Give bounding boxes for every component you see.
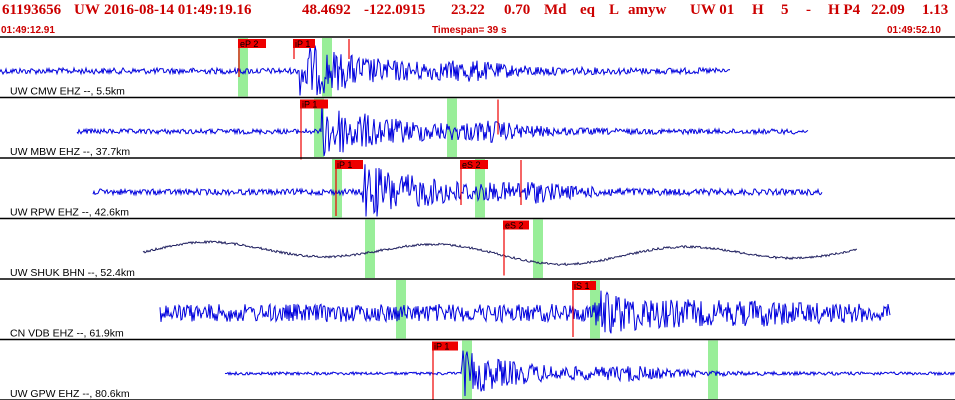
- phase-pick-label: iP 1: [295, 39, 310, 49]
- phase-pick[interactable]: iP 1: [335, 160, 363, 216]
- trace-row[interactable]: iP 1 eS 2 UW RPW EHZ --, 42.6km: [10, 159, 823, 219]
- event-id: 61193656: [2, 2, 62, 18]
- station-label: UW GPW EHZ --, 80.6km: [10, 388, 130, 400]
- station-label: UW MBW EHZ --, 37.7km: [10, 146, 130, 158]
- location-flag: L: [609, 2, 620, 18]
- waveform-trace: [224, 350, 955, 397]
- phase-window: [462, 340, 472, 399]
- waveform-trace: [76, 101, 809, 157]
- event-type: eq: [580, 2, 595, 18]
- event-magnitude: 0.70: [504, 2, 531, 18]
- phase-pick-label: eS 2: [505, 221, 524, 231]
- phase-pick-label: iP 1: [302, 100, 317, 110]
- event-author: amyw: [628, 2, 667, 18]
- num-phases: 5: [781, 2, 789, 18]
- event-gap: 22.09: [871, 2, 905, 18]
- waveform-trace: [159, 290, 891, 334]
- start-time: 01:49:12.91: [1, 25, 55, 36]
- station-label: UW SHUK BHN --, 52.4km: [10, 267, 135, 279]
- end-time: 01:49:52.10: [887, 25, 941, 36]
- header-dash: -: [806, 2, 811, 18]
- waveform-trace: [0, 45, 731, 96]
- event-latitude: 48.4692: [302, 2, 351, 18]
- magnitude-type: Md: [544, 2, 567, 18]
- phase-window: [533, 219, 543, 278]
- phase-pick-label: iS 1: [574, 281, 590, 291]
- station-label: CN VDB EHZ --, 61.9km: [10, 328, 124, 340]
- event-quality: H: [752, 2, 764, 18]
- phase-window: [314, 98, 324, 157]
- phase-pick[interactable]: eS 2: [460, 160, 488, 205]
- trace-row[interactable]: iS 1 CN VDB EHZ --, 61.9km: [10, 280, 891, 340]
- trace-row[interactable]: eP 2 iP 1 UW CMW EHZ --, 5.5km: [0, 38, 731, 98]
- trace-row[interactable]: iP 1 UW MBW EHZ --, 37.7km: [10, 98, 809, 160]
- phase-window: [332, 159, 342, 218]
- trace-row[interactable]: iP 1 UW GPW EHZ --, 80.6km: [10, 340, 955, 400]
- waveform-trace: [92, 164, 823, 217]
- station-label: UW RPW EHZ --, 42.6km: [10, 207, 129, 219]
- network-code: UW 01: [690, 2, 735, 18]
- event-depth: 23.22: [451, 2, 485, 18]
- timespan: Timespan= 39 s: [432, 25, 507, 36]
- event-rms: 1.13: [922, 2, 949, 18]
- phase-window: [708, 340, 718, 399]
- phase-window: [447, 98, 457, 157]
- phase-window: [238, 38, 248, 97]
- phase-window: [365, 219, 375, 278]
- phase-pick[interactable]: eP 2: [238, 39, 266, 77]
- phase-pick-label: iP 1: [337, 160, 352, 170]
- event-network: UW: [74, 2, 100, 18]
- phase-pick[interactable]: eS 2: [503, 220, 529, 276]
- phase-pick-label: eP 2: [240, 39, 258, 49]
- review-code: H P4: [828, 2, 861, 18]
- phase-pick[interactable]: iP 1: [293, 39, 315, 59]
- event-longitude: -122.0915: [364, 2, 426, 18]
- event-datetime: 2016-08-14 01:49:19.16: [104, 2, 252, 18]
- trace-row[interactable]: eS 2 UW SHUK BHN --, 52.4km: [10, 219, 857, 280]
- event-header: 61193656 UW 2016-08-14 01:49:19.16 48.46…: [0, 0, 955, 24]
- phase-pick[interactable]: iP 1: [300, 99, 328, 160]
- phase-pick[interactable]: iP 1: [432, 341, 458, 400]
- station-label: UW CMW EHZ --, 5.5km: [10, 86, 125, 98]
- waveform-trace: [142, 240, 857, 266]
- phase-pick[interactable]: iS 1: [572, 281, 596, 337]
- phase-pick-label: eS 2: [462, 160, 481, 170]
- phase-pick-label: iP 1: [434, 342, 449, 352]
